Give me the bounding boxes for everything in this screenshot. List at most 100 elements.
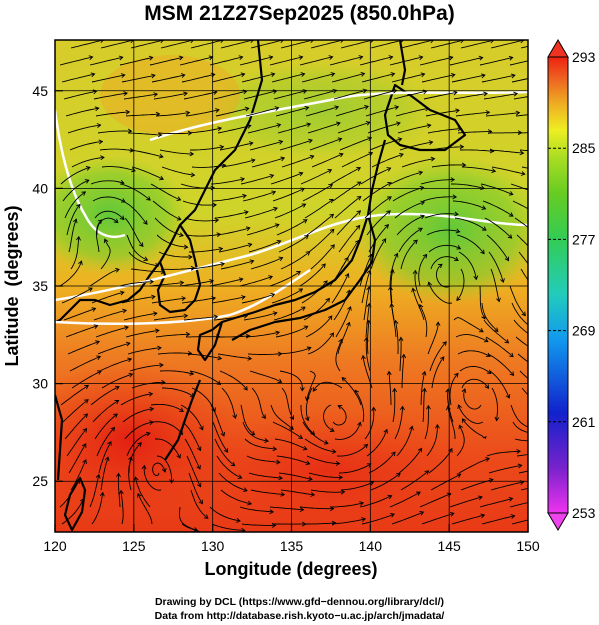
streamline: [359, 254, 373, 287]
streamline: [414, 270, 423, 304]
colorbar-tick-label: 277: [572, 231, 596, 247]
streamline-arrowhead: [388, 55, 394, 60]
streamline-arrowhead: [302, 445, 308, 451]
streamline-arrowhead: [148, 391, 154, 397]
streamline-arrowhead: [247, 500, 253, 506]
streamline-arrowhead: [363, 443, 369, 449]
streamline: [370, 473, 401, 491]
streamline-arrowhead: [517, 463, 523, 469]
streamline: [221, 159, 255, 168]
streamline: [244, 207, 278, 219]
streamline-arrowhead: [196, 464, 201, 470]
streamline-arrowhead: [481, 205, 487, 210]
streamline-arrowhead: [196, 482, 202, 488]
streamline: [59, 260, 82, 287]
streamline-arrowhead: [298, 55, 304, 61]
streamline-arrowhead: [269, 173, 275, 179]
streamline-arrowhead: [269, 509, 275, 515]
x-tick-label: 120: [43, 538, 67, 554]
streamline-arrowhead: [125, 341, 131, 347]
streamline: [277, 123, 311, 134]
streamline-arrowhead: [369, 481, 375, 486]
streamline: [100, 40, 134, 49]
streamline: [249, 140, 283, 151]
streamline-arrowhead: [176, 216, 182, 221]
streamline: [521, 387, 528, 396]
streamline-arrowhead: [485, 110, 491, 115]
streamline-arrowhead: [340, 489, 346, 495]
streamline-arrowhead: [250, 158, 256, 164]
isotherm-west: [55, 109, 126, 239]
streamline-arrowhead: [334, 105, 340, 111]
streamline-arrowhead: [95, 340, 101, 345]
streamline-arrowhead: [458, 424, 463, 430]
streamline-arrowhead: [390, 513, 395, 518]
streamline: [483, 93, 518, 100]
streamline: [190, 40, 224, 49]
streamline: [275, 325, 308, 338]
streamline: [395, 107, 429, 117]
x-tick-label: 130: [201, 538, 225, 554]
streamline-arrowhead: [306, 122, 312, 128]
streamline: [273, 90, 307, 100]
streamline: [370, 40, 404, 49]
streamline: [481, 302, 499, 332]
streamline-arrowhead: [453, 90, 458, 96]
streamline-arrowhead: [94, 106, 100, 112]
streamline: [90, 386, 120, 406]
streamline-arrowhead: [540, 352, 544, 356]
streamline-arrowhead: [543, 387, 547, 391]
streamline: [365, 303, 370, 338]
streamline: [359, 495, 392, 508]
streamline: [308, 229, 335, 253]
streamline-arrowhead: [329, 228, 335, 234]
streamline: [155, 333, 190, 338]
streamline-arrowhead: [485, 457, 491, 462]
y-axis: 25 30 35 40 45: [32, 83, 63, 489]
streamline-arrowhead: [461, 418, 467, 423]
streamline: [117, 473, 121, 508]
streamline: [251, 157, 285, 168]
streamline-arrowhead: [149, 420, 154, 426]
streamline-arrowhead: [232, 414, 238, 420]
streamline: [246, 223, 280, 236]
streamline-arrowhead: [496, 297, 501, 303]
streamline: [216, 335, 250, 338]
streamline-arrowhead: [215, 108, 220, 113]
streamline: [280, 489, 315, 496]
streamline-arrowhead: [145, 431, 151, 437]
streamline: [70, 40, 104, 49]
streamline-arrowhead: [238, 277, 244, 283]
streamline-arrowhead: [302, 219, 308, 224]
streamline: [120, 393, 153, 406]
streamline-arrowhead: [160, 269, 166, 275]
streamline: [240, 404, 255, 435]
streamline: [95, 111, 130, 117]
streamline-arrowhead: [390, 72, 396, 77]
streamline: [183, 316, 218, 321]
streamline-arrowhead: [391, 451, 396, 457]
y-tick-label: 40: [32, 180, 48, 196]
streamline-arrowhead: [88, 55, 94, 61]
streamline: [159, 149, 194, 155]
streamline-arrowhead: [246, 123, 252, 129]
streamline-arrowhead: [331, 449, 337, 454]
streamline-arrowhead: [276, 239, 282, 245]
streamline: [423, 91, 457, 100]
streamline: [154, 217, 184, 237]
streamline: [280, 251, 310, 270]
streamline-arrowhead: [327, 168, 333, 174]
streamline-arrowhead: [131, 167, 136, 173]
streamline-arrowhead: [118, 55, 124, 61]
streamline-arrowhead: [358, 55, 364, 60]
streamline: [303, 89, 337, 100]
streamline-arrowhead: [421, 370, 427, 376]
streamline-arrowhead: [280, 491, 286, 497]
streamline: [424, 405, 429, 440]
streamline: [180, 404, 204, 430]
streamline-arrowhead: [276, 123, 282, 128]
streamline: [94, 413, 118, 440]
streamline-arrowhead: [510, 73, 516, 79]
streamline-arrowhead: [361, 517, 367, 522]
streamline: [329, 257, 349, 287]
